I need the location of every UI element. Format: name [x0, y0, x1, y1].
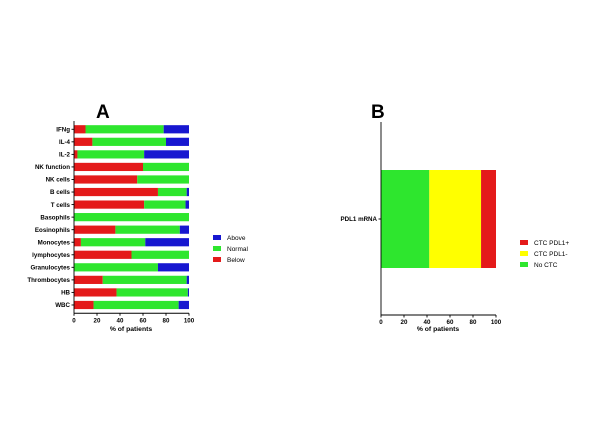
bar-wbc-above: [178, 300, 189, 310]
panel-b-category-labels: PDL1 mRNA: [341, 216, 381, 223]
bar-hb-below: [74, 288, 117, 297]
bar-lymphocytes-normal: [131, 250, 189, 259]
bar-il-2-above: [144, 150, 189, 159]
legend-swatch-below: [213, 257, 221, 262]
legend-label-no-ctc: No CTC: [534, 262, 558, 269]
legend-swatch-above: [213, 235, 221, 240]
panel-a-letter: A: [96, 102, 110, 123]
category-label: IL-2: [59, 152, 71, 159]
bar-ifng-below: [74, 125, 86, 134]
legend-label-normal: Normal: [227, 246, 249, 253]
legend-label-below: Below: [227, 257, 245, 264]
bar-ifng-above: [163, 125, 189, 134]
category-label: IL-4: [59, 139, 71, 146]
x-tick-label: 100: [184, 317, 195, 324]
bar-il-4-below: [74, 137, 93, 146]
panel-b-axes: [380, 122, 496, 316]
panel-a-category-labels: IFNg IL-4 IL-2 NK function NK cells B cells T …: [27, 126, 74, 309]
bar-eosinophils-above: [179, 225, 189, 234]
category-label: IFNg: [56, 126, 70, 133]
category-label: Granulocytes: [30, 265, 70, 272]
bar-monocytes-above: [145, 238, 189, 247]
category-label: lymphocytes: [32, 252, 70, 259]
bar-nk-cells-below: [74, 175, 138, 184]
category-label: NK function: [35, 164, 70, 171]
bar-granulocytes-above: [157, 263, 189, 272]
bar-wbc-normal: [93, 300, 179, 310]
bar-lymphocytes-below: [74, 250, 132, 259]
panel-a-axes: [73, 121, 189, 314]
bar-wbc-below: [74, 300, 94, 310]
category-label: B cells: [50, 189, 71, 196]
bar-nk-function-below: [74, 162, 143, 172]
category-label: Monocytes: [38, 239, 71, 246]
bar-t-cells-below: [74, 200, 145, 209]
legend-label-above: Above: [227, 235, 246, 242]
category-label: Thrombocytes: [27, 277, 70, 284]
category-label: PDL1 mRNA: [341, 216, 378, 223]
panel-b-x-axis-title: % of patients: [417, 326, 460, 333]
bar-monocytes-below: [74, 238, 81, 247]
panel-a-legend: Above Normal Below: [213, 235, 249, 264]
x-tick-label: 20: [94, 317, 101, 324]
bar-basophils-normal: [74, 213, 189, 222]
bar-eosinophils-normal: [115, 225, 180, 234]
x-tick-label: 0: [72, 317, 76, 324]
category-label: Eosinophils: [35, 227, 71, 234]
x-tick-label: 40: [117, 317, 124, 324]
x-tick-label: 100: [491, 319, 502, 326]
legend-swatch-no-ctc: [520, 262, 528, 267]
panel-b-x-ticks: 0 20 40 60 80 100: [379, 315, 502, 326]
legend-label-ctc-pdl1: CTC PDL1+: [534, 240, 569, 247]
x-tick-label: 60: [140, 317, 147, 324]
panel-b-legend: CTC PDL1+ CTC PDL1- No CTC: [520, 240, 569, 269]
bar-nk-cells-normal: [137, 175, 189, 184]
bar-ifng-normal: [85, 125, 164, 134]
panel-b: B PDL1 mRNA 0 20 40 60 80 100 % of patients C…: [341, 102, 570, 333]
bar-t-cells-above: [185, 200, 189, 209]
panel-a-bars: [74, 125, 189, 310]
x-tick-label: 80: [470, 319, 477, 326]
category-label: T cells: [51, 202, 71, 209]
panel-b-bars: [381, 170, 496, 268]
legend-swatch-ctc-pdl1: [520, 251, 528, 256]
bar-thrombocytes-normal: [102, 275, 187, 284]
bar-pdl1-mrna-ctc-pdl1: [429, 170, 482, 268]
bar-b-cells-above: [186, 187, 189, 197]
category-label: HB: [61, 290, 70, 297]
bar-il-2-below: [74, 150, 78, 159]
bar-eosinophils-below: [74, 225, 116, 234]
x-tick-label: 60: [447, 319, 454, 326]
panel-a-x-axis-title: % of patients: [110, 326, 153, 333]
panel-a: A IFNg IL-4 IL-2 NK function NK cells B cells…: [27, 102, 248, 333]
bar-t-cells-normal: [144, 200, 186, 209]
x-tick-label: 40: [424, 319, 431, 326]
bar-il-2-normal: [77, 150, 145, 159]
bar-thrombocytes-above: [186, 275, 189, 284]
bar-pdl1-mrna-no-ctc: [381, 170, 430, 268]
legend-swatch-ctc-pdl1: [520, 240, 528, 245]
bar-monocytes-normal: [80, 238, 146, 247]
category-label: NK cells: [46, 177, 71, 184]
legend-label-ctc-pdl1: CTC PDL1-: [534, 251, 568, 258]
bar-nk-function-normal: [143, 162, 189, 172]
panel-a-x-ticks: 0 20 40 60 80 100: [72, 313, 195, 324]
x-tick-label: 0: [379, 319, 383, 326]
bar-il-4-above: [166, 137, 189, 146]
category-label: Basophils: [40, 214, 70, 221]
bar-granulocytes-normal: [74, 263, 158, 272]
bar-pdl1-mrna-ctc-pdl1: [481, 170, 496, 268]
x-tick-label: 20: [401, 319, 408, 326]
bar-hb-normal: [116, 288, 188, 297]
bar-hb-above: [187, 288, 189, 297]
panel-b-letter: B: [371, 102, 385, 123]
bar-b-cells-below: [74, 187, 158, 197]
category-label: WBC: [55, 302, 70, 309]
x-tick-label: 80: [163, 317, 170, 324]
bar-b-cells-normal: [157, 187, 187, 197]
bar-thrombocytes-below: [74, 275, 103, 284]
bar-il-4-normal: [92, 137, 166, 146]
legend-swatch-normal: [213, 246, 221, 251]
